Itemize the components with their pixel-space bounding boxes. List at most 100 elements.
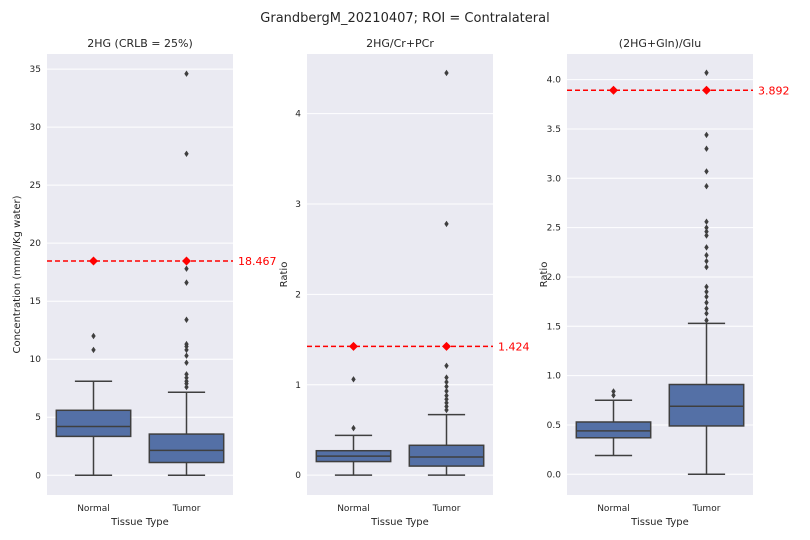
outlier-point: [351, 376, 356, 383]
threshold-label: 18.467: [238, 255, 277, 268]
box-normal: [55, 332, 132, 477]
outlier-point: [704, 131, 709, 139]
y-tick-label: 5: [35, 413, 41, 423]
y-tick-label: 3: [295, 200, 301, 210]
y-tick-label: 4.0: [547, 76, 562, 86]
y-tick-label: 1: [295, 381, 301, 391]
outlier-point: [184, 359, 189, 366]
threshold-marker: [349, 341, 358, 351]
box-normal: [575, 388, 652, 457]
y-tick-label: 3.5: [547, 125, 561, 135]
outlier-point: [611, 392, 616, 399]
panel-title: 2HG/Cr+PCr: [366, 37, 434, 50]
plot-background: [307, 54, 493, 495]
outlier-point: [444, 378, 449, 386]
panel-1: 0 5 10 15 20 25 30 35 Normal Tumor 18.467 2HG (CRLB…: [12, 37, 277, 528]
x-tick-label: Tumor: [172, 504, 201, 514]
outlier-point: [704, 145, 709, 152]
y-tick-label: 15: [30, 297, 41, 307]
y-axis-label: Ratio: [279, 262, 290, 288]
panel-2: 0 1 2 3 4 Normal Tumor 1.424 2HG/Cr+PCr Tissue Ty…: [279, 37, 530, 528]
outlier-point: [444, 399, 449, 407]
threshold-marker: [442, 341, 451, 351]
outlier-point: [184, 374, 189, 381]
outlier-point: [704, 288, 709, 295]
outlier-point: [184, 340, 189, 348]
outlier-point: [704, 168, 709, 175]
y-tick-label: 1.5: [547, 322, 561, 332]
outlier-point: [184, 70, 189, 77]
outlier-point: [704, 183, 709, 190]
outlier-point: [704, 299, 709, 306]
outlier-point: [704, 293, 709, 300]
outlier-point: [704, 224, 709, 231]
y-tick-label: 25: [30, 181, 41, 191]
y-tick-label: 3.0: [547, 174, 562, 184]
outlier-point: [184, 279, 189, 286]
outlier-point: [444, 392, 449, 399]
y-axis-label: Concentration (mmol/Kg water): [12, 195, 23, 353]
y-tick-label: 2: [295, 290, 301, 300]
outlier-point: [184, 378, 189, 385]
x-tick-label: Tumor: [692, 504, 721, 514]
outlier-point: [611, 388, 616, 395]
box-tumor: [668, 69, 745, 476]
outlier-point: [704, 252, 709, 259]
outlier-point: [444, 383, 449, 390]
outlier-point: [444, 220, 449, 228]
x-tick-label: Tumor: [432, 504, 461, 514]
panel-title: (2HG+Gln)/Glu: [619, 37, 701, 50]
outlier-point: [704, 232, 709, 239]
panel-3: 0.0 0.5 1.0 1.5 2.0 2.5 3.0 3.5 4.0 Normal Tumor 3.…: [539, 37, 790, 528]
panel-title: 2HG (CRLB = 25%): [87, 37, 193, 50]
outlier-point: [184, 383, 189, 391]
y-tick-label: 0.0: [547, 470, 562, 480]
outlier-point: [351, 424, 356, 432]
box-iqr: [575, 421, 652, 439]
outlier-point: [704, 69, 709, 76]
x-axis-label: Tissue Type: [110, 517, 169, 528]
outlier-point: [444, 69, 449, 77]
outlier-point: [184, 265, 189, 272]
box-tumor: [408, 69, 485, 476]
threshold-marker: [702, 85, 711, 95]
outlier-point: [444, 406, 449, 414]
outlier-point: [184, 352, 189, 359]
y-tick-label: 0: [295, 471, 301, 481]
threshold-marker: [89, 256, 98, 266]
y-tick-label: 0.5: [547, 421, 561, 431]
y-tick-label: 35: [30, 65, 41, 75]
outlier-point: [444, 396, 449, 403]
y-tick-label: 20: [30, 239, 42, 249]
outlier-point: [444, 403, 449, 410]
outlier-point: [704, 244, 709, 251]
figure-title: GrandbergM_20210407; ROI = Contralateral: [260, 11, 549, 26]
outlier-point: [91, 332, 96, 340]
outlier-point: [444, 362, 449, 369]
x-axis-label: Tissue Type: [630, 517, 689, 528]
outlier-point: [704, 305, 709, 312]
threshold-label: 3.892: [758, 84, 790, 97]
y-tick-label: 30: [30, 123, 42, 133]
x-tick-label: Normal: [77, 504, 110, 514]
outlier-point: [184, 346, 189, 354]
outlier-point: [91, 346, 96, 354]
box-iqr: [148, 433, 225, 464]
outlier-point: [704, 283, 709, 291]
box-iqr: [55, 409, 132, 438]
y-tick-label: 4: [295, 110, 301, 120]
outlier-point: [184, 150, 189, 158]
box-iqr: [668, 383, 745, 427]
x-axis-label: Tissue Type: [370, 517, 429, 528]
y-tick-label: 2.5: [547, 224, 561, 234]
y-tick-label: 2.0: [547, 273, 562, 283]
box-normal: [315, 376, 392, 476]
x-tick-label: Normal: [597, 504, 630, 514]
x-tick-label: Normal: [337, 504, 370, 514]
y-tick-label: 10: [30, 355, 42, 365]
outlier-point: [444, 374, 449, 381]
outlier-point: [704, 218, 709, 225]
outlier-point: [444, 387, 449, 395]
y-axis-label: Ratio: [539, 262, 550, 288]
